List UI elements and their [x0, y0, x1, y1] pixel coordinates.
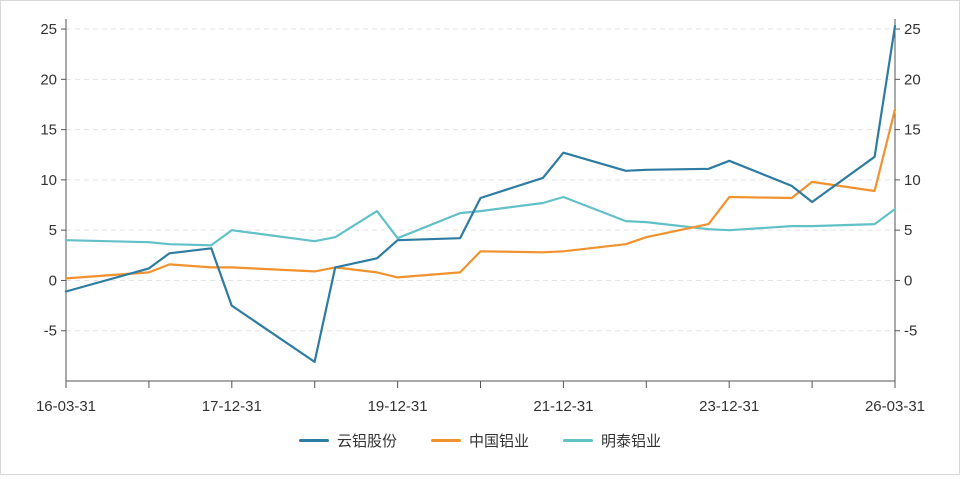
x-tick-label: 17-12-31 [202, 398, 262, 415]
x-tick-label: 23-12-31 [699, 398, 759, 415]
legend-label: 中国铝业 [468, 431, 529, 450]
legend-item[interactable]: 中国铝业 [430, 430, 529, 451]
x-tick-label: 21-12-31 [533, 398, 593, 415]
y-tick-label: -5 [44, 323, 57, 340]
series-line-1 [64, 108, 897, 280]
y-tick-label: 10 [40, 172, 57, 189]
series-line-0 [64, 24, 897, 363]
legend-item[interactable]: 明泰铝业 [563, 430, 661, 451]
y-tick-label: 25 [40, 21, 57, 38]
y2-tick-label: 15 [904, 122, 921, 139]
y-tick-label: 0 [49, 272, 57, 289]
y-tick-label: 15 [40, 122, 57, 139]
y2-tick-label: 5 [904, 222, 912, 239]
legend-label: 云铝股份 [336, 431, 397, 450]
legend-swatch [563, 438, 593, 442]
legend-item[interactable]: 云铝股份 [298, 430, 397, 451]
y2-tick-label: 0 [904, 272, 912, 289]
y2-tick-label: 20 [904, 71, 921, 88]
x-tick-label: 26-03-31 [865, 398, 925, 415]
legend-swatch [430, 438, 461, 442]
x-tick-label: 19-12-31 [368, 398, 428, 415]
y-tick-label: 5 [49, 222, 57, 239]
y2-tick-label: 10 [904, 172, 921, 189]
y2-tick-label: 25 [904, 21, 921, 38]
legend-swatch [298, 438, 329, 442]
y2-tick-label: -5 [904, 323, 917, 340]
legend-label: 明泰铝业 [601, 431, 662, 450]
x-tick-label: 16-03-31 [36, 398, 96, 415]
chart-legend: 云铝股份 中国铝业 明泰铝业 [0, 428, 960, 452]
y-tick-label: 20 [40, 71, 57, 88]
series-line-2 [64, 195, 897, 247]
